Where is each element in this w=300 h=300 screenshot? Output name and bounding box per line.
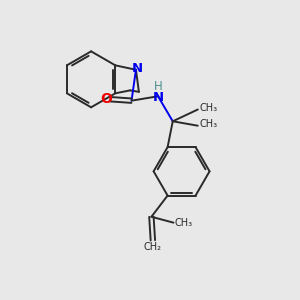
Text: O: O: [100, 92, 112, 106]
Text: H: H: [154, 80, 163, 93]
Text: N: N: [132, 62, 143, 75]
Text: CH₂: CH₂: [144, 242, 162, 252]
Text: CH₃: CH₃: [175, 218, 193, 228]
Text: CH₃: CH₃: [199, 103, 218, 113]
Text: N: N: [153, 91, 164, 104]
Text: CH₃: CH₃: [199, 119, 218, 129]
